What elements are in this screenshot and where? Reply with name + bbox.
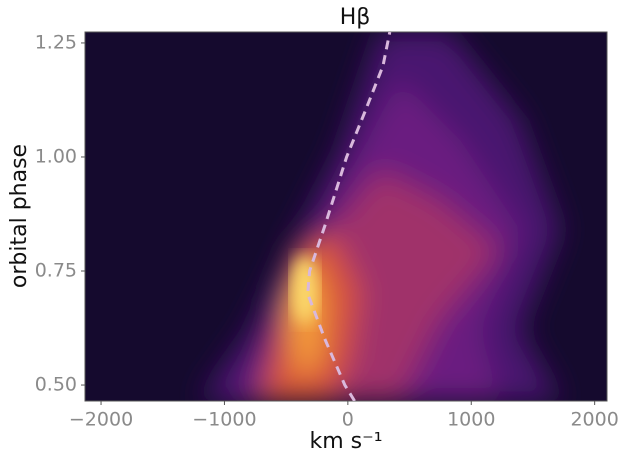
radial-velocity-curve — [306, 32, 392, 401]
chart-title: Hβ — [340, 5, 371, 30]
x-tick-label: 1000 — [447, 409, 495, 431]
y-axis-label: orbital phase — [7, 144, 32, 288]
x-tick-label: 0 — [342, 409, 354, 431]
plot-frame — [84, 31, 608, 402]
y-tick-label: 1.25 — [35, 31, 77, 53]
y-tick-label: 0.75 — [35, 260, 77, 282]
y-tick-label: 0.50 — [35, 374, 77, 396]
x-tick-label: −1000 — [192, 409, 256, 431]
x-tick-label: −2000 — [69, 409, 133, 431]
x-axis-label: km s⁻¹ — [309, 429, 382, 454]
trailed-spectrum — [85, 32, 607, 401]
x-tick-label: 2000 — [570, 409, 618, 431]
y-tick-label: 1.00 — [35, 145, 77, 167]
